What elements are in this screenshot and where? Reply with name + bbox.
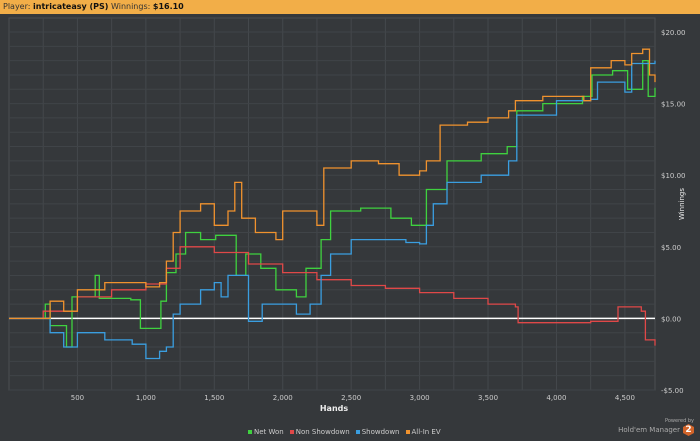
legend-label: Showdown [361,428,400,436]
tick-labels: 500 1,000 1,500 2,000 2,500 3,000 3,500 4,000 4,… [71,29,686,402]
legend-swatch [405,430,410,434]
legend-label: All-In EV [411,428,441,436]
series-lines [9,48,656,360]
x-tick-label: 3,000 [410,394,430,402]
legend-item[interactable]: All-In EV [405,428,441,436]
x-tick-label: 1,000 [136,394,156,402]
legend-swatch [248,430,252,434]
x-tick-label: 4,000 [546,394,566,402]
x-axis-label: Hands [320,404,349,413]
player-name: intricateasy (PS) [33,2,109,11]
legend-item[interactable]: Non Showdown [289,428,350,436]
winnings-chart: 500 1,000 1,500 2,000 2,500 3,000 3,500 4,000 4,… [0,14,700,426]
y-tick-label: $15.00 [661,101,686,109]
holdem-manager-logo: Powered by Hold'em Manager 2 [618,418,694,436]
powered-by: Powered by [665,418,694,424]
x-tick-label: 2,500 [341,394,361,402]
legend-label: Net Won [254,428,284,436]
legend-swatch [355,430,360,434]
x-tick-label: 3,500 [478,394,498,402]
y-axis-label: Winnings [678,188,686,220]
y-tick-label: $0.00 [661,315,681,323]
y-tick-label: $10.00 [661,172,686,180]
series-all-in-ev [9,48,656,320]
legend-label: Non Showdown [295,428,350,436]
y-tick-label: -$5.00 [661,387,684,395]
logo-badge: 2 [683,424,694,436]
header-bar: Player: intricateasy (PS) Winnings: $16.… [0,0,700,14]
x-tick-label: 4,500 [615,394,635,402]
legend-swatch [289,430,294,434]
x-tick-label: 1,500 [204,394,224,402]
winnings-value: $16.10 [152,2,184,11]
legend-item[interactable]: Net Won [248,428,284,436]
x-tick-label: 500 [71,394,84,402]
legend-item[interactable]: Showdown [355,428,400,436]
y-tick-label: $20.00 [661,29,686,37]
y-tick-label: $5.00 [661,244,681,252]
winnings-label: Winnings: [110,2,151,11]
legend: Net Won Non Showdown Showdown All-In EV [248,428,441,436]
player-label: Player: [3,2,31,11]
series-net-won [9,59,656,348]
chart-background [0,14,700,426]
logo-name: Hold'em Manager [618,426,680,434]
x-tick-label: 2,000 [273,394,293,402]
series-showdown [9,60,656,360]
